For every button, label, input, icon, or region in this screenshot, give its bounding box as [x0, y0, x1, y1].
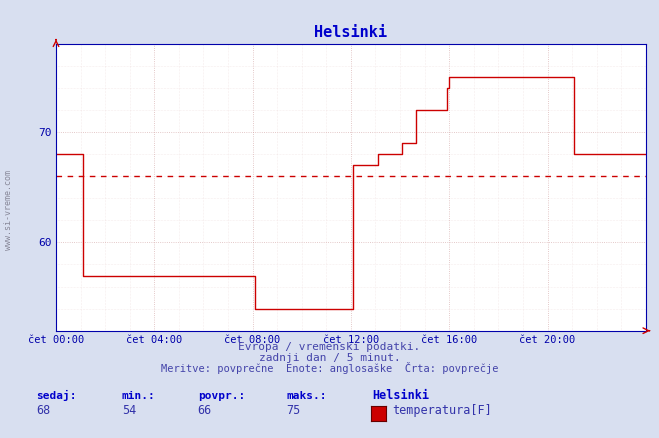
Text: temperatura[F]: temperatura[F]	[392, 404, 492, 417]
Text: sedaj:: sedaj:	[36, 389, 76, 401]
Text: 75: 75	[287, 404, 301, 417]
Title: Helsinki: Helsinki	[314, 25, 387, 40]
Text: www.si-vreme.com: www.si-vreme.com	[4, 170, 13, 250]
Text: 68: 68	[36, 404, 51, 417]
Text: 66: 66	[198, 404, 212, 417]
Text: min.:: min.:	[122, 391, 156, 401]
Text: Meritve: povprečne  Enote: anglosaške  Črta: povprečje: Meritve: povprečne Enote: anglosaške Črt…	[161, 362, 498, 374]
Text: Helsinki: Helsinki	[372, 389, 429, 402]
Text: Evropa / vremenski podatki.: Evropa / vremenski podatki.	[239, 343, 420, 353]
Text: povpr.:: povpr.:	[198, 391, 245, 401]
Text: maks.:: maks.:	[287, 391, 327, 401]
Text: zadnji dan / 5 minut.: zadnji dan / 5 minut.	[258, 353, 401, 364]
Text: 54: 54	[122, 404, 136, 417]
